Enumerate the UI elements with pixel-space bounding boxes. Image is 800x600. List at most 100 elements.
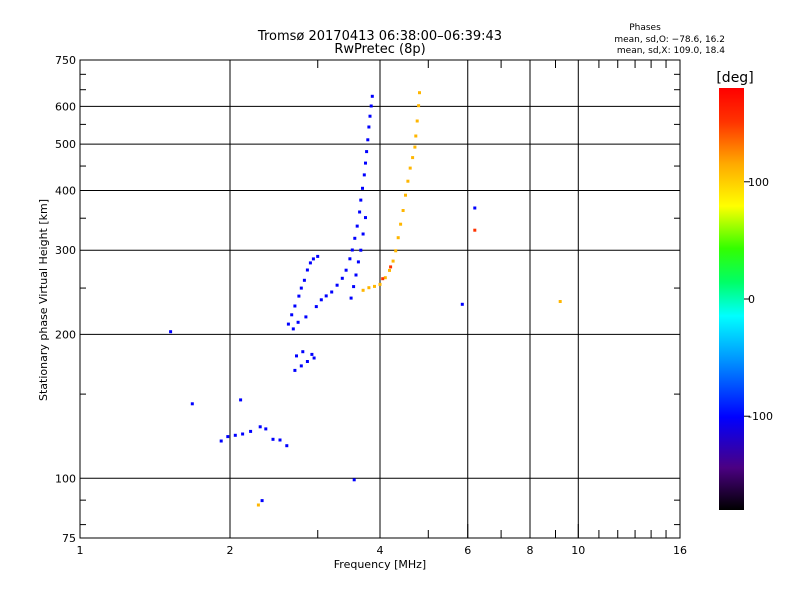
data-point xyxy=(414,135,417,138)
data-point xyxy=(361,187,364,190)
data-point xyxy=(310,353,313,356)
y-tick-label: 600 xyxy=(55,100,76,113)
y-tick-label: 500 xyxy=(55,138,76,151)
data-point xyxy=(404,194,407,197)
data-point xyxy=(293,369,296,372)
data-point xyxy=(345,269,348,272)
data-point xyxy=(336,284,339,287)
data-point xyxy=(220,440,223,443)
data-point xyxy=(320,298,323,301)
grid-lines xyxy=(80,60,680,538)
data-point xyxy=(285,444,288,447)
data-point xyxy=(191,402,194,405)
data-point xyxy=(239,398,242,401)
data-point xyxy=(397,236,400,239)
data-point xyxy=(303,279,306,282)
y-axis-label: Stationary phase Virtual Height [km] xyxy=(37,199,50,401)
data-point xyxy=(364,162,367,165)
data-point xyxy=(304,315,307,318)
data-point xyxy=(369,115,372,118)
data-point xyxy=(169,330,172,333)
data-point xyxy=(264,427,267,430)
x-tick-label: 6 xyxy=(464,544,471,557)
data-point xyxy=(399,223,402,226)
data-point xyxy=(364,216,367,219)
data-point xyxy=(350,297,353,300)
data-point xyxy=(406,180,409,183)
data-point xyxy=(473,229,476,232)
data-point xyxy=(409,167,412,170)
y-tick-label: 75 xyxy=(62,532,76,545)
data-point xyxy=(309,261,312,264)
data-point xyxy=(300,364,303,367)
data-point xyxy=(249,430,252,433)
y-tick-label: 200 xyxy=(55,328,76,341)
axis-ticks: 1 2 4 6 8 10 16 75 100 200 300 400 500 600 750 xyxy=(55,54,687,557)
phase-box-line1: mean, sd,O: −78.6, 16.2 xyxy=(614,35,725,45)
data-point xyxy=(373,285,376,288)
data-point xyxy=(353,478,356,481)
data-point xyxy=(306,360,309,363)
data-point xyxy=(292,327,295,330)
data-point xyxy=(367,126,370,129)
data-point xyxy=(355,274,358,277)
data-point xyxy=(272,438,275,441)
data-point xyxy=(325,294,328,297)
data-point xyxy=(365,150,368,153)
colorbar-ticks: 100 0 -100 xyxy=(744,176,773,423)
data-point xyxy=(389,265,392,268)
data-point xyxy=(367,286,370,289)
data-point xyxy=(312,257,315,260)
data-points xyxy=(169,91,562,506)
data-point xyxy=(352,285,355,288)
data-point xyxy=(356,225,359,228)
data-point xyxy=(370,105,373,108)
data-point xyxy=(388,269,391,272)
data-point xyxy=(257,504,260,507)
data-point xyxy=(293,305,296,308)
data-point xyxy=(394,249,397,252)
data-point xyxy=(559,300,562,303)
data-point xyxy=(316,255,319,258)
data-point xyxy=(279,439,282,442)
y-tick-label: 400 xyxy=(55,184,76,197)
data-point xyxy=(359,199,362,202)
x-tick-label: 10 xyxy=(571,544,585,557)
colorbar-tick-label: -100 xyxy=(748,410,773,423)
data-point xyxy=(411,156,414,159)
x-axis-label: Frequency [MHz] xyxy=(334,558,426,571)
colorbar-tick-label: 0 xyxy=(748,293,755,306)
data-point xyxy=(392,260,395,263)
data-point xyxy=(381,277,384,280)
x-tick-label: 1 xyxy=(77,544,84,557)
data-point xyxy=(301,350,304,353)
data-point xyxy=(234,434,237,437)
data-point xyxy=(366,138,369,141)
data-point xyxy=(287,323,290,326)
data-point xyxy=(315,305,318,308)
colorbar-label: [deg] xyxy=(716,70,753,86)
data-point xyxy=(330,291,333,294)
data-point xyxy=(341,277,344,280)
data-point xyxy=(358,211,361,214)
data-point xyxy=(306,269,309,272)
y-tick-label: 100 xyxy=(55,472,76,485)
x-tick-label: 2 xyxy=(227,544,234,557)
data-point xyxy=(261,499,264,502)
x-tick-label: 8 xyxy=(527,544,534,557)
phase-box-title: Phases xyxy=(629,23,661,33)
data-point xyxy=(473,207,476,210)
data-point xyxy=(295,354,298,357)
data-point xyxy=(418,91,421,94)
data-point xyxy=(297,321,300,324)
data-point xyxy=(359,249,362,252)
phase-box-line2: mean, sd,X: 109.0, 18.4 xyxy=(617,46,725,56)
data-point xyxy=(413,146,416,149)
data-point xyxy=(363,173,366,176)
data-point xyxy=(402,209,405,212)
chart-svg: 1 2 4 6 8 10 1675100200300400500600750 Tromsø … xyxy=(0,0,800,600)
y-tick-label: 300 xyxy=(55,244,76,257)
data-point xyxy=(362,233,365,236)
data-point xyxy=(300,287,303,290)
data-point xyxy=(297,295,300,298)
